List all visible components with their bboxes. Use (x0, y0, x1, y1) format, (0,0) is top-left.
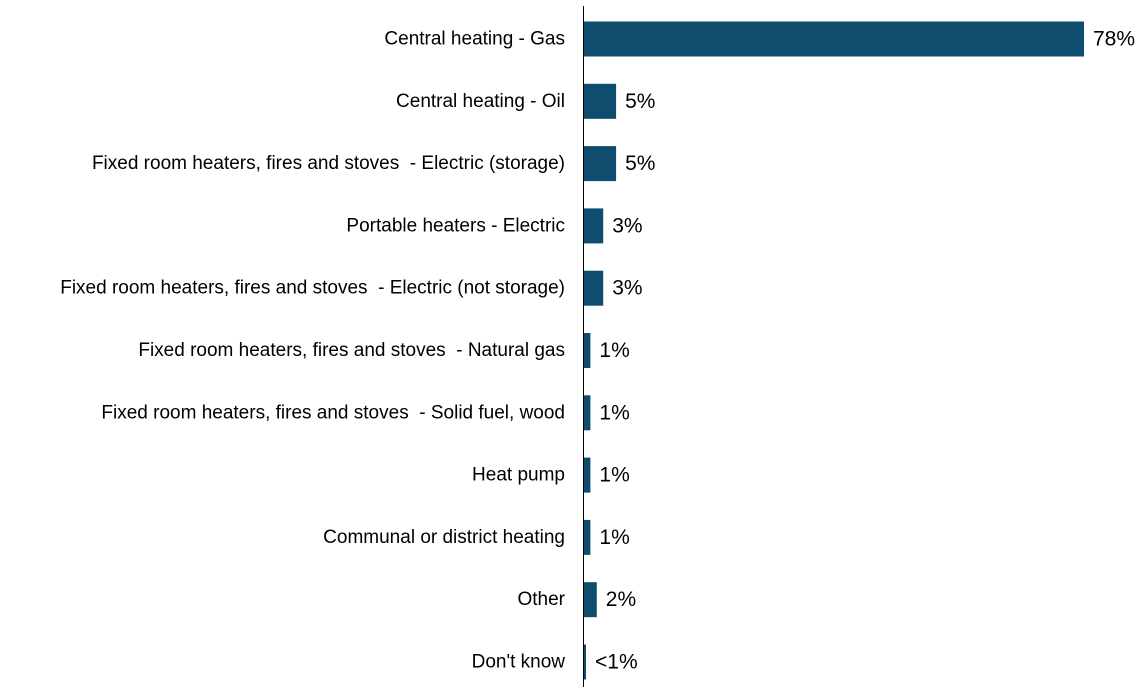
category-label: Portable heaters - Electric (346, 215, 565, 236)
bar (584, 146, 617, 182)
bar (584, 208, 604, 244)
bar (584, 21, 1084, 57)
bar (584, 519, 591, 555)
bar (584, 83, 617, 119)
data-label: 1% (599, 339, 629, 362)
bar (584, 333, 591, 368)
bar (584, 395, 591, 431)
category-label: Don't know (472, 652, 566, 673)
data-label: 2% (606, 588, 636, 611)
category-label: Fixed room heaters, fires and stoves - S… (101, 402, 565, 423)
category-label: Heat pump (472, 465, 565, 486)
data-label: 78% (1093, 28, 1135, 51)
category-label: Fixed room heaters, fires and stoves - N… (138, 340, 565, 361)
data-label: 5% (625, 152, 655, 175)
bar (584, 270, 604, 306)
bar (584, 582, 597, 618)
bar (584, 644, 586, 680)
bar (584, 457, 591, 493)
category-label: Other (517, 589, 565, 610)
category-label: Communal or district heating (323, 527, 565, 548)
category-label: Fixed room heaters, fires and stoves - E… (60, 278, 565, 299)
data-label: 3% (612, 277, 642, 300)
data-label: 1% (599, 526, 629, 549)
data-labels: 78% 5% 5% 3% 3% 1% 1% 1% 1% 2% <1% (595, 28, 1135, 674)
data-label: 5% (625, 90, 655, 113)
category-label: Central heating - Oil (396, 91, 565, 112)
category-label: Fixed room heaters, fires and stoves - E… (92, 153, 565, 174)
data-label: 1% (599, 401, 629, 424)
category-label: Central heating - Gas (384, 29, 565, 50)
data-label: <1% (595, 651, 638, 674)
data-label: 3% (612, 214, 642, 237)
category-labels: Central heating - Gas Central heating - O… (60, 29, 565, 673)
data-label: 1% (599, 464, 629, 487)
bars (584, 21, 1084, 680)
